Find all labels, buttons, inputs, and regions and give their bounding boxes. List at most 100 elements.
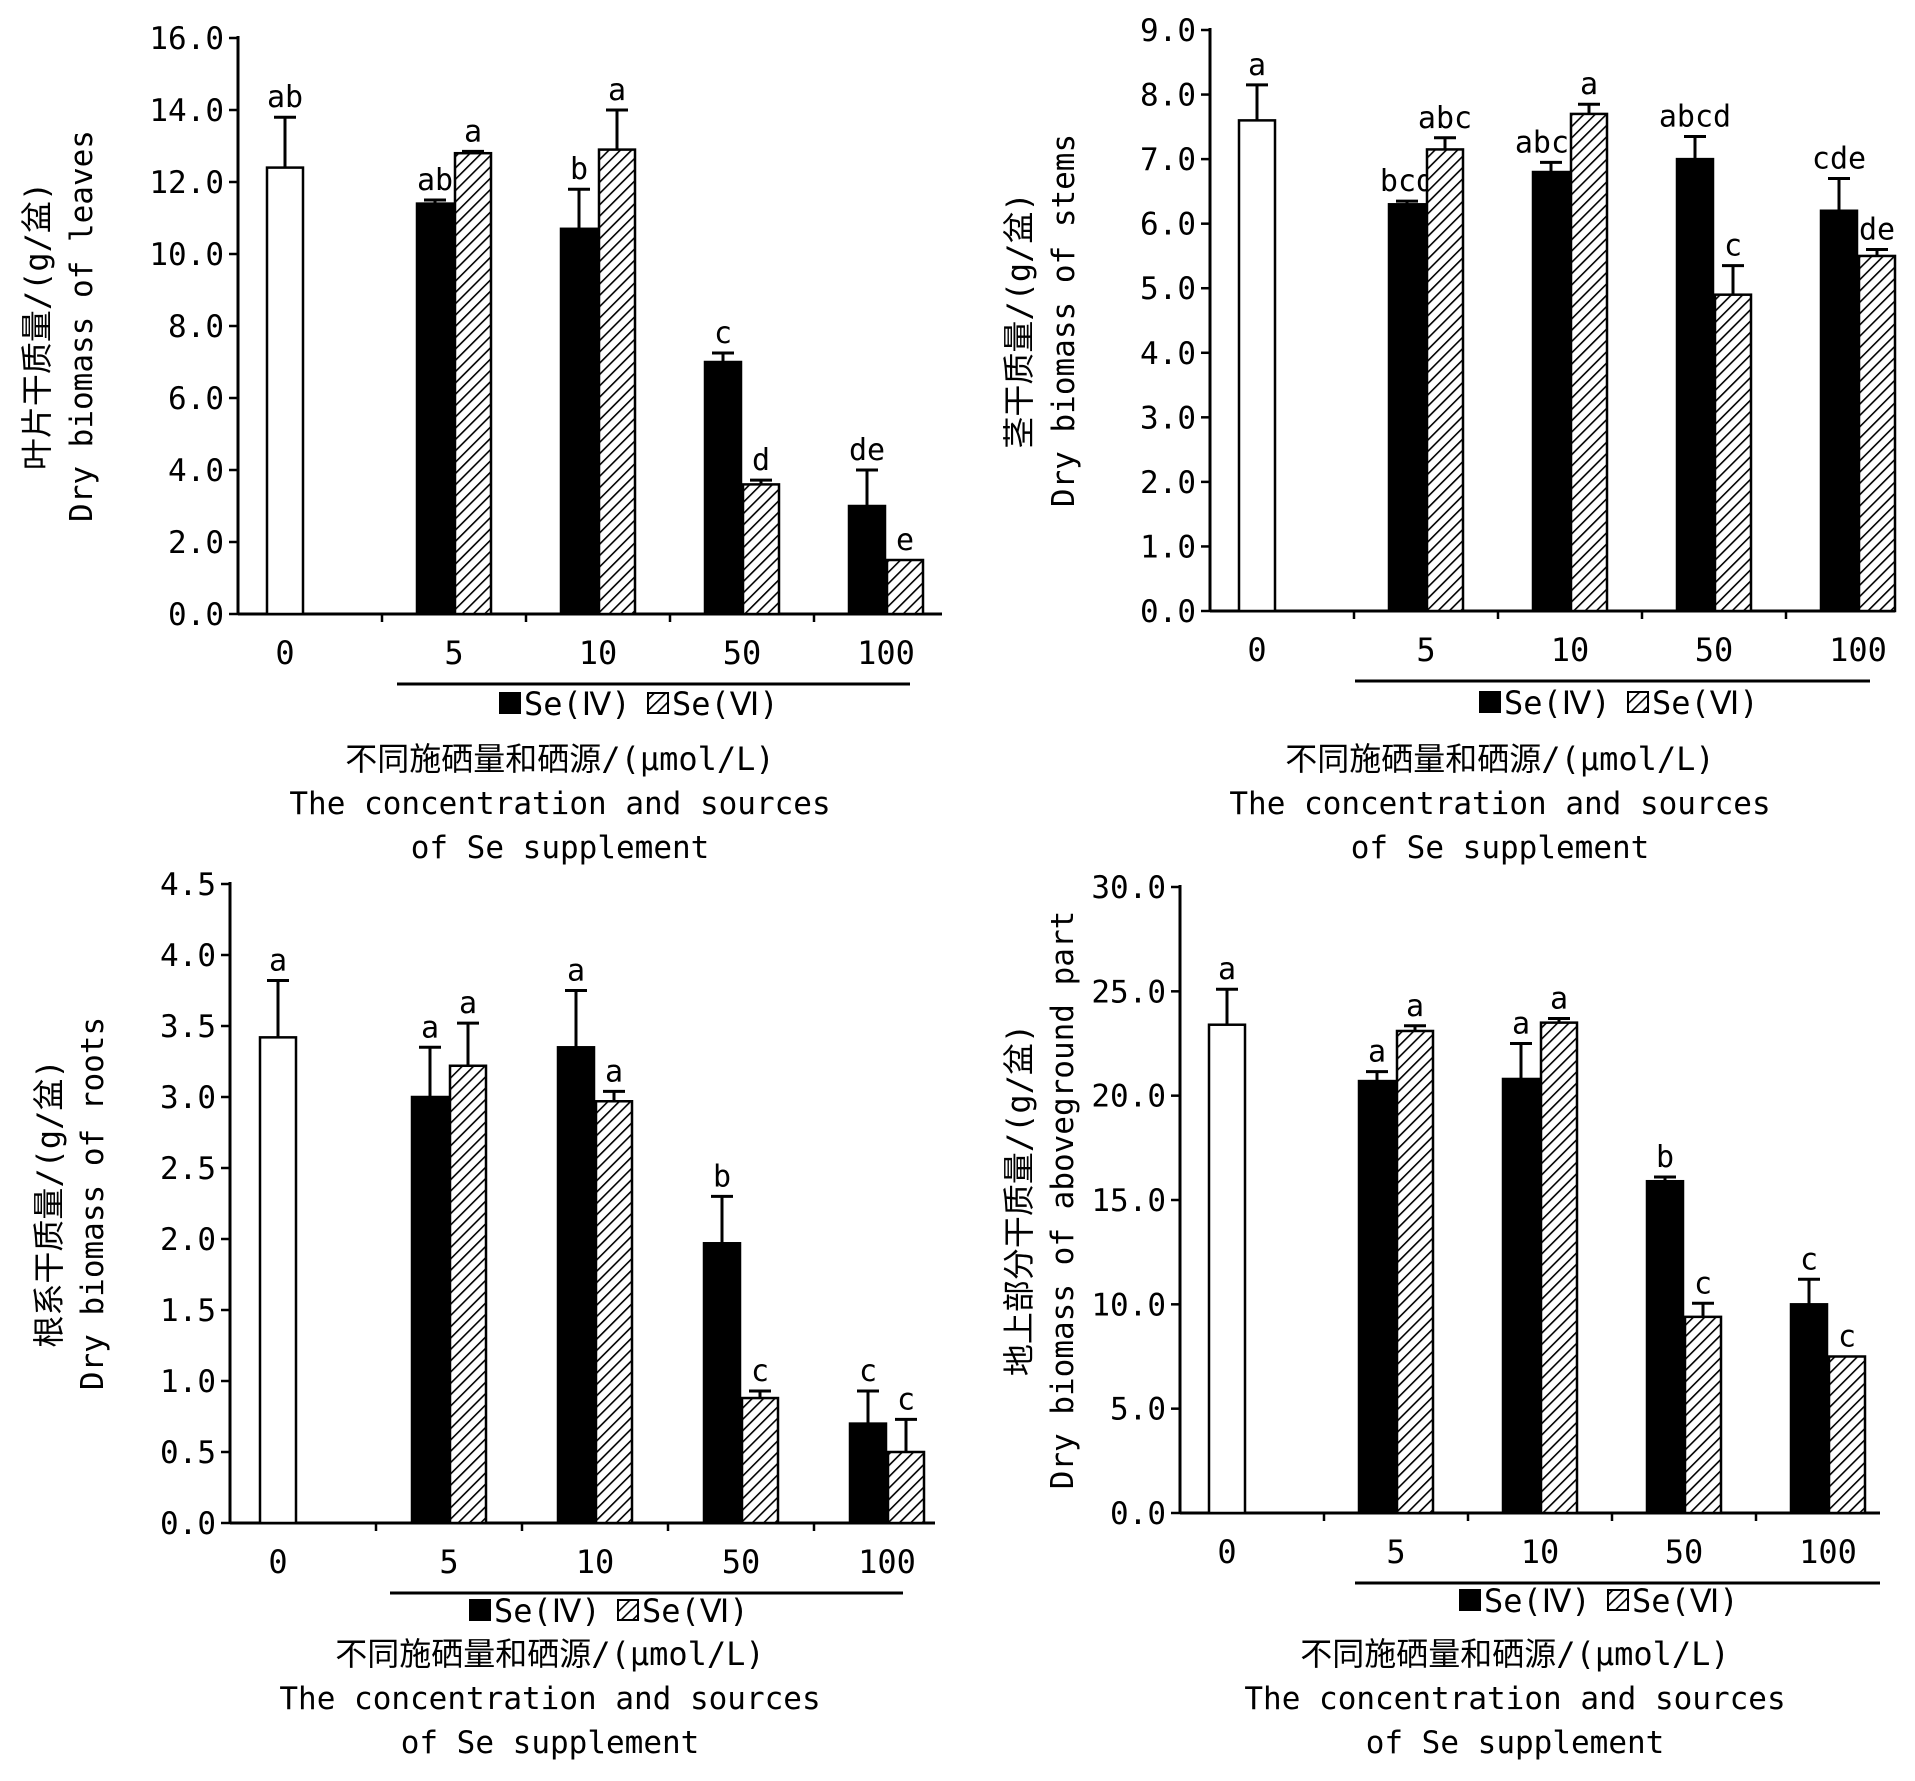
panel-1: 0.02.04.06.08.010.012.014.016.0ab0aba5ba… <box>18 21 942 866</box>
y-tick-label: 15.0 <box>1091 1183 1166 1219</box>
legend: Se(Ⅳ) Se(Ⅵ) <box>1459 1582 1739 1620</box>
x-tick-label: 100 <box>858 1543 916 1581</box>
bar-se-iv <box>1357 1079 1397 1515</box>
significance-letter: c <box>897 1382 915 1417</box>
y-tick-label: 0.0 <box>1110 1496 1166 1532</box>
significance-letter: a <box>1218 952 1236 987</box>
x-tick-label: 5 <box>1416 631 1435 669</box>
y-tick-label: 20.0 <box>1091 1079 1166 1115</box>
bar-se-iv <box>703 360 743 616</box>
panel-2: 0.0 1.0 2.0 3.0 4.0 5.0 6.0 7.0 8.0 9.0 a 0 bcd abc 5 a… <box>1000 13 1897 866</box>
bar-se-vi <box>741 483 781 616</box>
legend-label-se-iv: Se(Ⅳ) <box>1484 1582 1591 1620</box>
bar-se-vi <box>594 1100 634 1525</box>
bar-se-vi <box>597 148 637 616</box>
x-tick-label: 10 <box>1521 1533 1560 1571</box>
legend: Se(Ⅳ) Se(Ⅵ) <box>1479 684 1759 722</box>
significance-letter: a <box>608 73 626 108</box>
bar-se-vi <box>886 1450 926 1525</box>
significance-letter: a <box>567 954 585 989</box>
legend-label-se-vi: Se(Ⅵ) <box>642 1592 749 1630</box>
y-tick-label: 3.0 <box>1140 400 1196 436</box>
y-tick-label: 5.0 <box>1140 271 1196 307</box>
x-tick-label: 50 <box>723 634 762 672</box>
bar-se-iv <box>847 504 887 616</box>
y-tick-label: 9.0 <box>1140 13 1196 49</box>
significance-letter: c <box>751 1354 769 1389</box>
legend-swatch-se-vi <box>617 1599 639 1621</box>
y-tick-label: 2.5 <box>160 1151 216 1187</box>
legend: Se(Ⅳ) Se(Ⅵ) <box>499 685 779 723</box>
y-tick-label: 1.0 <box>1140 529 1196 565</box>
significance-letter: b <box>570 152 588 187</box>
legend-swatch-se-iv <box>499 692 521 714</box>
x-axis-title-en-line2: of Se supplement <box>401 1725 700 1761</box>
significance-letter: a <box>464 114 482 149</box>
significance-letter: c <box>1724 229 1742 264</box>
significance-letter: de <box>1859 212 1895 247</box>
y-tick-label: 12.0 <box>149 165 224 201</box>
y-tick-label: 4.5 <box>160 867 216 903</box>
x-tick-label: 10 <box>579 634 618 672</box>
y-tick-label: 5.0 <box>1110 1392 1166 1428</box>
y-tick-label: 8.0 <box>168 309 224 345</box>
bar-se-iv <box>1645 1179 1685 1515</box>
significance-letter: a <box>605 1054 623 1089</box>
legend-swatch-se-iv <box>1479 691 1501 713</box>
bar-se-vi <box>740 1396 780 1525</box>
x-tick-label: 50 <box>1695 631 1734 669</box>
x-tick-label: 10 <box>1551 631 1590 669</box>
y-tick-label: 4.0 <box>160 938 216 974</box>
y-tick-label: 3.5 <box>160 1009 216 1045</box>
panel-4: 0.05.010.015.020.025.030.0a0aa5aa10bc50c… <box>1000 870 1880 1761</box>
legend-label-se-vi: Se(Ⅵ) <box>672 685 779 723</box>
y-axis-title-en: Dry biomass of roots <box>75 1017 111 1390</box>
x-axis-title-en-line1: The concentration and sources <box>1244 1681 1785 1717</box>
y-tick-label: 2.0 <box>160 1222 216 1258</box>
bar-se-iv <box>1789 1303 1829 1515</box>
x-tick-label: 0 <box>268 1543 287 1581</box>
legend-swatch-se-vi <box>1607 1589 1629 1611</box>
y-tick-label: 0.0 <box>1140 594 1196 630</box>
significance-letter: c <box>1694 1266 1712 1301</box>
x-axis-title-cn: 不同施硒量和硒源/(μmol/L) <box>335 1635 764 1673</box>
bar-se-iv <box>1531 170 1571 613</box>
significance-letter: ab <box>417 163 453 198</box>
significance-letter: c <box>1800 1242 1818 1277</box>
x-axis-title-en-line2: of Se supplement <box>411 830 710 866</box>
x-axis-title-cn: 不同施硒量和硒源/(μmol/L) <box>345 740 774 778</box>
significance-letter: d <box>752 443 770 478</box>
bar-control <box>258 1036 298 1525</box>
bar-se-iv <box>702 1242 742 1525</box>
bar-control <box>265 166 305 616</box>
significance-letter: abc <box>1418 101 1472 136</box>
significance-letter: c <box>714 316 732 351</box>
bar-se-iv <box>848 1422 888 1525</box>
y-tick-label: 3.0 <box>160 1080 216 1116</box>
y-axis-title-cn: 根系干质量/(g/盆) <box>30 1059 68 1347</box>
significance-letter: a <box>1512 1007 1530 1042</box>
significance-letter: c <box>1838 1320 1856 1355</box>
x-axis-title-en-line2: of Se supplement <box>1366 1725 1665 1761</box>
y-tick-label: 7.0 <box>1140 142 1196 178</box>
y-tick-label: 6.0 <box>168 381 224 417</box>
y-tick-label: 16.0 <box>149 21 224 57</box>
bar-se-vi <box>1857 254 1897 613</box>
significance-letter: a <box>1368 1035 1386 1070</box>
significance-letter: bcd <box>1380 164 1434 199</box>
y-tick-label: 1.5 <box>160 1293 216 1329</box>
y-axis-title-en: Dry biomass of leaves <box>64 130 100 522</box>
significance-letter: a <box>1550 981 1568 1016</box>
bar-se-iv <box>1387 203 1427 613</box>
legend-swatch-se-vi <box>1627 691 1649 713</box>
x-tick-label: 100 <box>1829 631 1887 669</box>
panel-3: 0.00.51.01.52.02.53.03.54.04.5a0aa5aa10b… <box>30 867 935 1761</box>
y-axis-title-en: Dry biomass of stems <box>1046 134 1082 507</box>
x-tick-label: 5 <box>444 634 463 672</box>
bar-se-iv <box>556 1046 596 1525</box>
x-tick-label: 10 <box>576 1543 615 1581</box>
bar-se-iv <box>1819 209 1859 613</box>
x-tick-label: 0 <box>1247 631 1266 669</box>
y-tick-label: 2.0 <box>1140 465 1196 501</box>
